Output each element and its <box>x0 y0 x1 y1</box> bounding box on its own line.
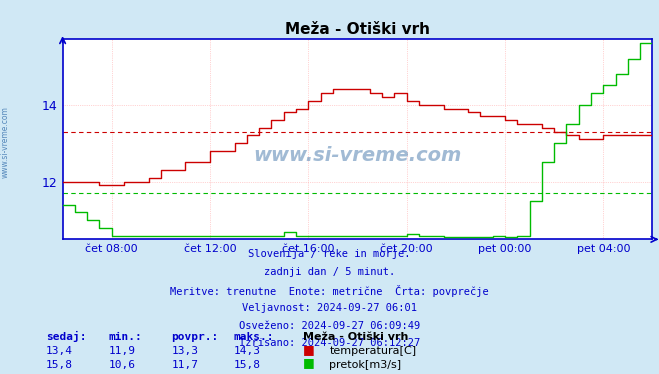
Text: min.:: min.: <box>109 332 142 342</box>
Text: www.si-vreme.com: www.si-vreme.com <box>253 146 462 165</box>
Text: Meritve: trenutne  Enote: metrične  Črta: povprečje: Meritve: trenutne Enote: metrične Črta: … <box>170 285 489 297</box>
Text: ■: ■ <box>303 343 315 356</box>
Text: 10,6: 10,6 <box>109 359 136 370</box>
Text: sedaj:: sedaj: <box>46 331 86 342</box>
Text: 14,3: 14,3 <box>234 346 261 356</box>
Text: maks.:: maks.: <box>234 332 274 342</box>
Text: Veljavnost: 2024-09-27 06:01: Veljavnost: 2024-09-27 06:01 <box>242 303 417 313</box>
Text: 13,4: 13,4 <box>46 346 73 356</box>
Text: povpr.:: povpr.: <box>171 332 219 342</box>
Text: Meža - Otiški vrh: Meža - Otiški vrh <box>303 332 409 342</box>
Text: pretok[m3/s]: pretok[m3/s] <box>330 359 401 370</box>
Text: zadnji dan / 5 minut.: zadnji dan / 5 minut. <box>264 267 395 277</box>
Text: temperatura[C]: temperatura[C] <box>330 346 416 356</box>
Text: 15,8: 15,8 <box>46 359 73 370</box>
Text: Slovenija / reke in morje.: Slovenija / reke in morje. <box>248 249 411 259</box>
Text: 11,9: 11,9 <box>109 346 136 356</box>
Text: www.si-vreme.com: www.si-vreme.com <box>1 106 10 178</box>
Text: 13,3: 13,3 <box>171 346 198 356</box>
Title: Meža - Otiški vrh: Meža - Otiški vrh <box>285 22 430 37</box>
Text: Izrisano: 2024-09-27 06:12:27: Izrisano: 2024-09-27 06:12:27 <box>239 338 420 349</box>
Text: ■: ■ <box>303 356 315 370</box>
Text: 11,7: 11,7 <box>171 359 198 370</box>
Text: 15,8: 15,8 <box>234 359 261 370</box>
Text: Osveženo: 2024-09-27 06:09:49: Osveženo: 2024-09-27 06:09:49 <box>239 321 420 331</box>
